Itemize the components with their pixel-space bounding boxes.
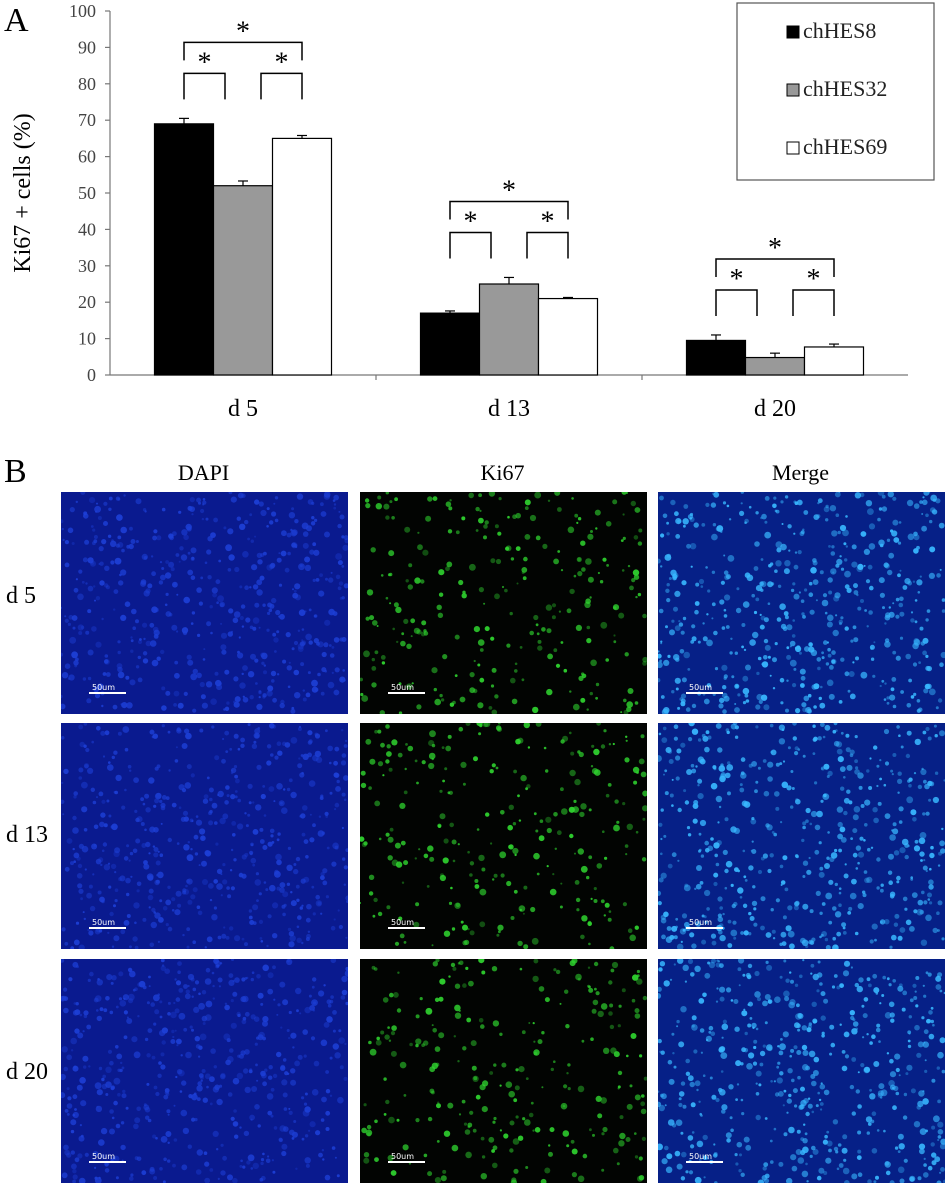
micrograph-ki67-d5: 50um	[360, 492, 647, 714]
y-tick-label: 50	[78, 183, 96, 203]
y-tick-label: 70	[78, 110, 96, 130]
row-label-d20: d 20	[6, 1059, 48, 1086]
significance-marker: *	[768, 233, 782, 264]
micrograph-merge-d5: 50um	[658, 492, 945, 714]
x-tick-label: d 13	[488, 396, 530, 422]
scale-bar	[686, 927, 723, 929]
legend-swatch-chHES69	[787, 142, 799, 154]
bar-chHES69-d13	[539, 299, 598, 375]
y-tick-label: 10	[78, 329, 96, 349]
scale-bar	[388, 692, 425, 694]
scale-bar	[388, 1161, 425, 1163]
legend-label-chHES8: chHES8	[803, 18, 876, 43]
legend-swatch-chHES8	[787, 26, 799, 38]
significance-marker: *	[541, 206, 555, 237]
scale-bar-label: 50um	[689, 918, 712, 927]
micrograph-dapi-d5: 50um	[61, 492, 348, 714]
scale-bar-label: 50um	[391, 918, 414, 927]
bar-chHES32-d20	[746, 358, 805, 375]
scale-bar-label: 50um	[689, 1152, 712, 1161]
column-label-ki67: Ki67	[359, 460, 646, 486]
scale-bar-label: 50um	[391, 683, 414, 692]
micrograph-merge-d20: 50um	[658, 959, 945, 1183]
scale-bar	[686, 692, 723, 694]
scale-bar	[89, 1161, 126, 1163]
scale-bar-label: 50um	[92, 1152, 115, 1161]
scale-bar	[89, 927, 126, 929]
y-tick-label: 20	[78, 292, 96, 312]
micrograph-dapi-d13: 50um	[61, 723, 348, 949]
bar-chHES32-d5	[214, 186, 273, 375]
bar-chHES8-d20	[687, 340, 746, 375]
y-tick-label: 60	[78, 147, 96, 167]
micrograph-dapi-d20: 50um	[61, 959, 348, 1183]
x-tick-label: d 5	[228, 396, 258, 422]
scale-bar-label: 50um	[92, 918, 115, 927]
micrograph-ki67-d20: 50um	[360, 959, 647, 1183]
scale-bar	[388, 927, 425, 929]
row-label-d5: d 5	[6, 583, 36, 610]
scale-bar-label: 50um	[92, 683, 115, 692]
column-label-dapi: DAPI	[60, 460, 347, 486]
significance-marker: *	[275, 47, 289, 78]
legend-label-chHES69: chHES69	[803, 134, 887, 159]
significance-marker: *	[807, 264, 821, 295]
y-tick-label: 40	[78, 219, 96, 239]
significance-marker: *	[464, 206, 478, 237]
bar-chHES69-d20	[805, 347, 864, 375]
significance-marker: *	[198, 47, 212, 78]
micrograph-ki67-d13: 50um	[360, 723, 647, 949]
y-tick-label: 90	[78, 37, 96, 57]
bar-chHES8-d13	[421, 313, 480, 375]
bar-chHES32-d13	[480, 284, 539, 375]
legend-label-chHES32: chHES32	[803, 76, 887, 101]
significance-marker: *	[236, 16, 250, 47]
y-tick-label: 100	[69, 1, 96, 21]
significance-marker: *	[502, 175, 516, 206]
scale-bar	[89, 692, 126, 694]
scale-bar-label: 50um	[391, 1152, 414, 1161]
x-tick-label: d 20	[754, 396, 796, 422]
bar-chHES69-d5	[273, 138, 332, 375]
y-tick-label: 80	[78, 74, 96, 94]
y-axis-label: Ki67 + cells (%)	[10, 113, 36, 273]
column-label-merge: Merge	[657, 460, 944, 486]
micrograph-merge-d13: 50um	[658, 723, 945, 949]
significance-marker: *	[730, 264, 744, 295]
scale-bar-label: 50um	[689, 683, 712, 692]
legend-swatch-chHES32	[787, 84, 799, 96]
y-tick-label: 0	[87, 365, 96, 385]
panel-b-label: B	[4, 455, 27, 489]
bar-chart: 0 10 20 30 40 50 60 70 80 90 100 Ki67 + cells (%) d …	[0, 0, 945, 440]
bar-chHES8-d5	[155, 124, 214, 375]
panel-a-label: A	[4, 4, 29, 38]
y-tick-label: 30	[78, 256, 96, 276]
scale-bar	[686, 1161, 723, 1163]
row-label-d13: d 13	[6, 822, 48, 849]
